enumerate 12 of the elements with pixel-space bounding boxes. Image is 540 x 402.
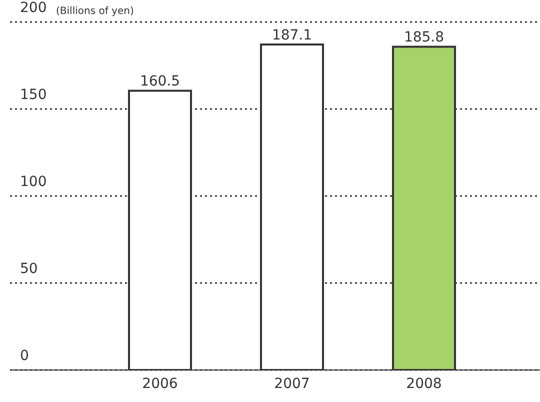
y-tick-label: 0 bbox=[20, 348, 29, 364]
y-tick-label: 100 bbox=[20, 174, 47, 190]
y-tick-label: 200 bbox=[20, 0, 47, 16]
data-label: 160.5 bbox=[140, 74, 180, 90]
y-tick-label: 150 bbox=[20, 87, 47, 103]
y-tick-label: 50 bbox=[20, 261, 38, 277]
x-tick-label: 2006 bbox=[142, 376, 178, 392]
y-axis-title: (Billions of yen) bbox=[56, 6, 134, 17]
x-tick-label: 2008 bbox=[406, 376, 442, 392]
data-label: 187.1 bbox=[272, 27, 312, 44]
data-label: 185.8 bbox=[404, 30, 444, 46]
x-tick-label: 2007 bbox=[274, 376, 310, 392]
